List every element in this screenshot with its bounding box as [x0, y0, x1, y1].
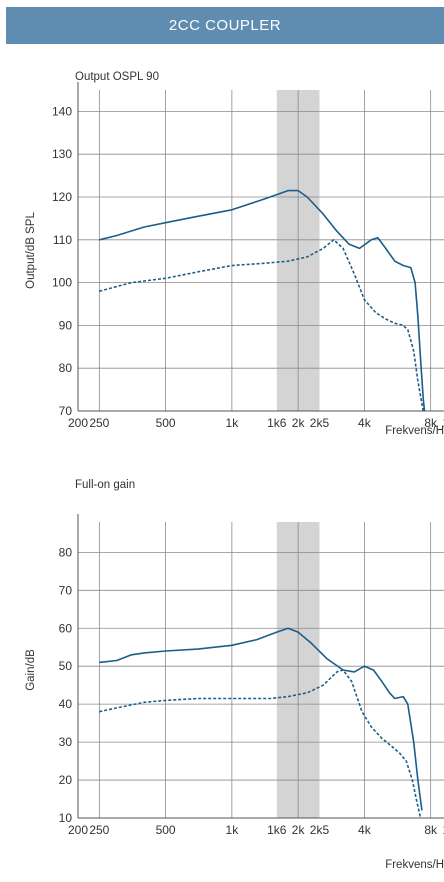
header-banner: 2CC COUPLER [6, 7, 444, 44]
y-tick-label: 70 [59, 404, 73, 418]
x-tick-label: 500 [156, 416, 176, 430]
y-tick-label: 30 [59, 735, 73, 749]
x-tick-label: 1k [226, 416, 240, 430]
y-axis-label: Output/dB SPL [25, 212, 37, 289]
y-tick-label: 70 [59, 583, 73, 597]
x-tick-label: 4k [358, 416, 372, 430]
chart-title: Output OSPL 90 [75, 71, 159, 83]
y-tick-label: 100 [52, 276, 72, 290]
solid-curve [99, 627, 423, 811]
y-tick-label: 130 [52, 147, 72, 161]
x-tick-label: 1k6 [267, 416, 287, 430]
dashed-curve [99, 669, 422, 819]
x-tick-label: 1k6 [267, 823, 287, 837]
x-tick-label: 8k [424, 416, 438, 430]
x-tick-label: 250 [89, 416, 109, 430]
x-tick-label: 2k [292, 416, 306, 430]
x-axis-label: Frekvens/H [385, 859, 444, 871]
y-axis-label: Gain/dB [25, 649, 37, 691]
y-tick-label: 120 [52, 190, 72, 204]
dashed-curve [99, 239, 424, 412]
x-tick-label: 200 [68, 823, 88, 837]
y-tick-label: 140 [52, 104, 72, 118]
x-tick-label: 10k [442, 416, 444, 430]
x-tick-label: 2k5 [310, 823, 330, 837]
header-title: 2CC COUPLER [168, 17, 282, 34]
x-tick-label: 8k [424, 823, 438, 837]
x-tick-label: 4k [358, 823, 372, 837]
y-tick-label: 40 [59, 697, 73, 711]
x-tick-label: 250 [89, 823, 109, 837]
y-tick-label: 60 [59, 621, 73, 635]
x-tick-label: 2k [292, 823, 306, 837]
x-tick-label: 500 [156, 823, 176, 837]
chart-title: Full-on gain [75, 479, 135, 491]
x-tick-label: 1k [226, 823, 240, 837]
x-tick-label: 10k [442, 823, 444, 837]
y-tick-label: 110 [53, 233, 72, 247]
solid-curve [99, 189, 426, 412]
output-ospl90-chart: 70 80 90 100 110 120 130 140 200 250 500 1k 1k6 2k 2k5… [25, 71, 444, 437]
y-tick-label: 10 [59, 811, 73, 825]
y-tick-label: 20 [59, 773, 73, 787]
y-tick-label: 90 [59, 318, 73, 332]
x-tick-label: 2k5 [310, 416, 330, 430]
y-tick-label: 80 [59, 361, 73, 375]
x-axis-label: Frekvens/H [385, 425, 444, 437]
y-tick-label: 50 [59, 659, 73, 673]
x-tick-label: 200 [68, 416, 88, 430]
y-tick-label: 80 [59, 545, 73, 559]
